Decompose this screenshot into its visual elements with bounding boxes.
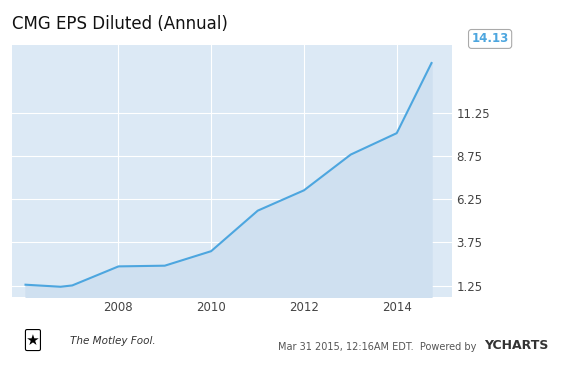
Text: CMG EPS Diluted (Annual): CMG EPS Diluted (Annual) [12,15,227,33]
Text: The Motley Fool.: The Motley Fool. [70,336,155,346]
Text: Mar 31 2015, 12:16AM EDT.  Powered by: Mar 31 2015, 12:16AM EDT. Powered by [278,342,480,352]
Text: 14.13: 14.13 [472,32,509,46]
Text: 🃏: 🃏 [22,328,42,351]
Text: YCHARTS: YCHARTS [484,339,549,352]
